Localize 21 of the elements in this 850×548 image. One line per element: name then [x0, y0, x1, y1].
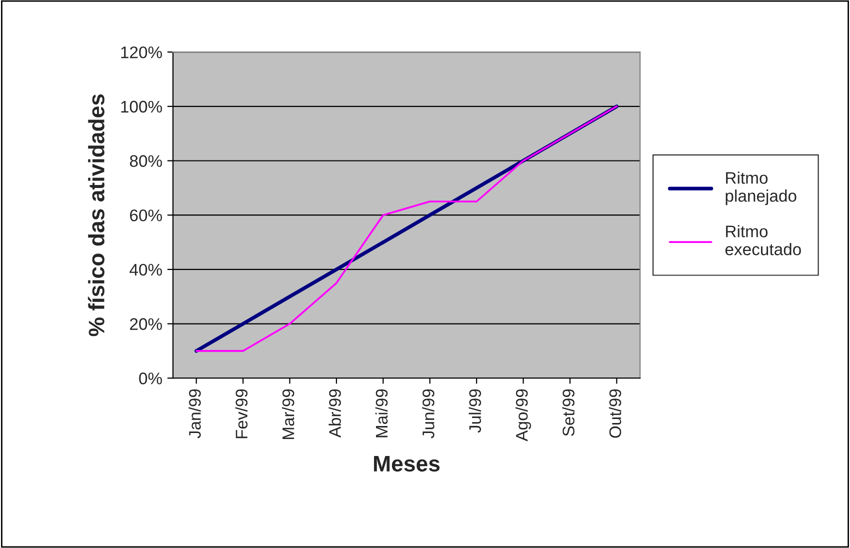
x-tick-label: Abr/99: [328, 389, 341, 438]
y-tick-label: 20%: [130, 318, 162, 330]
y-tick-label: 60%: [130, 209, 162, 222]
x-axis-title: Meses: [374, 456, 440, 472]
x-tick-label: Out/99: [608, 389, 622, 438]
legend-label: Ritmo executado: [725, 225, 801, 256]
x-tick-label: Jan/99: [188, 389, 201, 438]
x-tick-label: Mar/99: [282, 389, 294, 440]
y-axis-title: % físico das atividades: [88, 94, 104, 336]
y-tick-label: 80%: [130, 155, 162, 167]
x-tick-label: Jul/99: [468, 389, 482, 433]
y-tick-label: 120%: [121, 46, 162, 58]
y-tick-label: 100%: [121, 100, 162, 113]
y-tick-label: 0%: [139, 372, 162, 384]
x-tick-label: Mai/99: [375, 389, 388, 438]
x-tick-label: Set/99: [562, 389, 574, 436]
x-tick-label: Fev/99: [235, 389, 248, 438]
x-tick-label: Jun/99: [422, 389, 434, 438]
legend-label: Ritmo planejado: [726, 172, 796, 206]
y-tick-label: 40%: [130, 264, 162, 276]
x-tick-label: Ago/99: [516, 389, 532, 442]
